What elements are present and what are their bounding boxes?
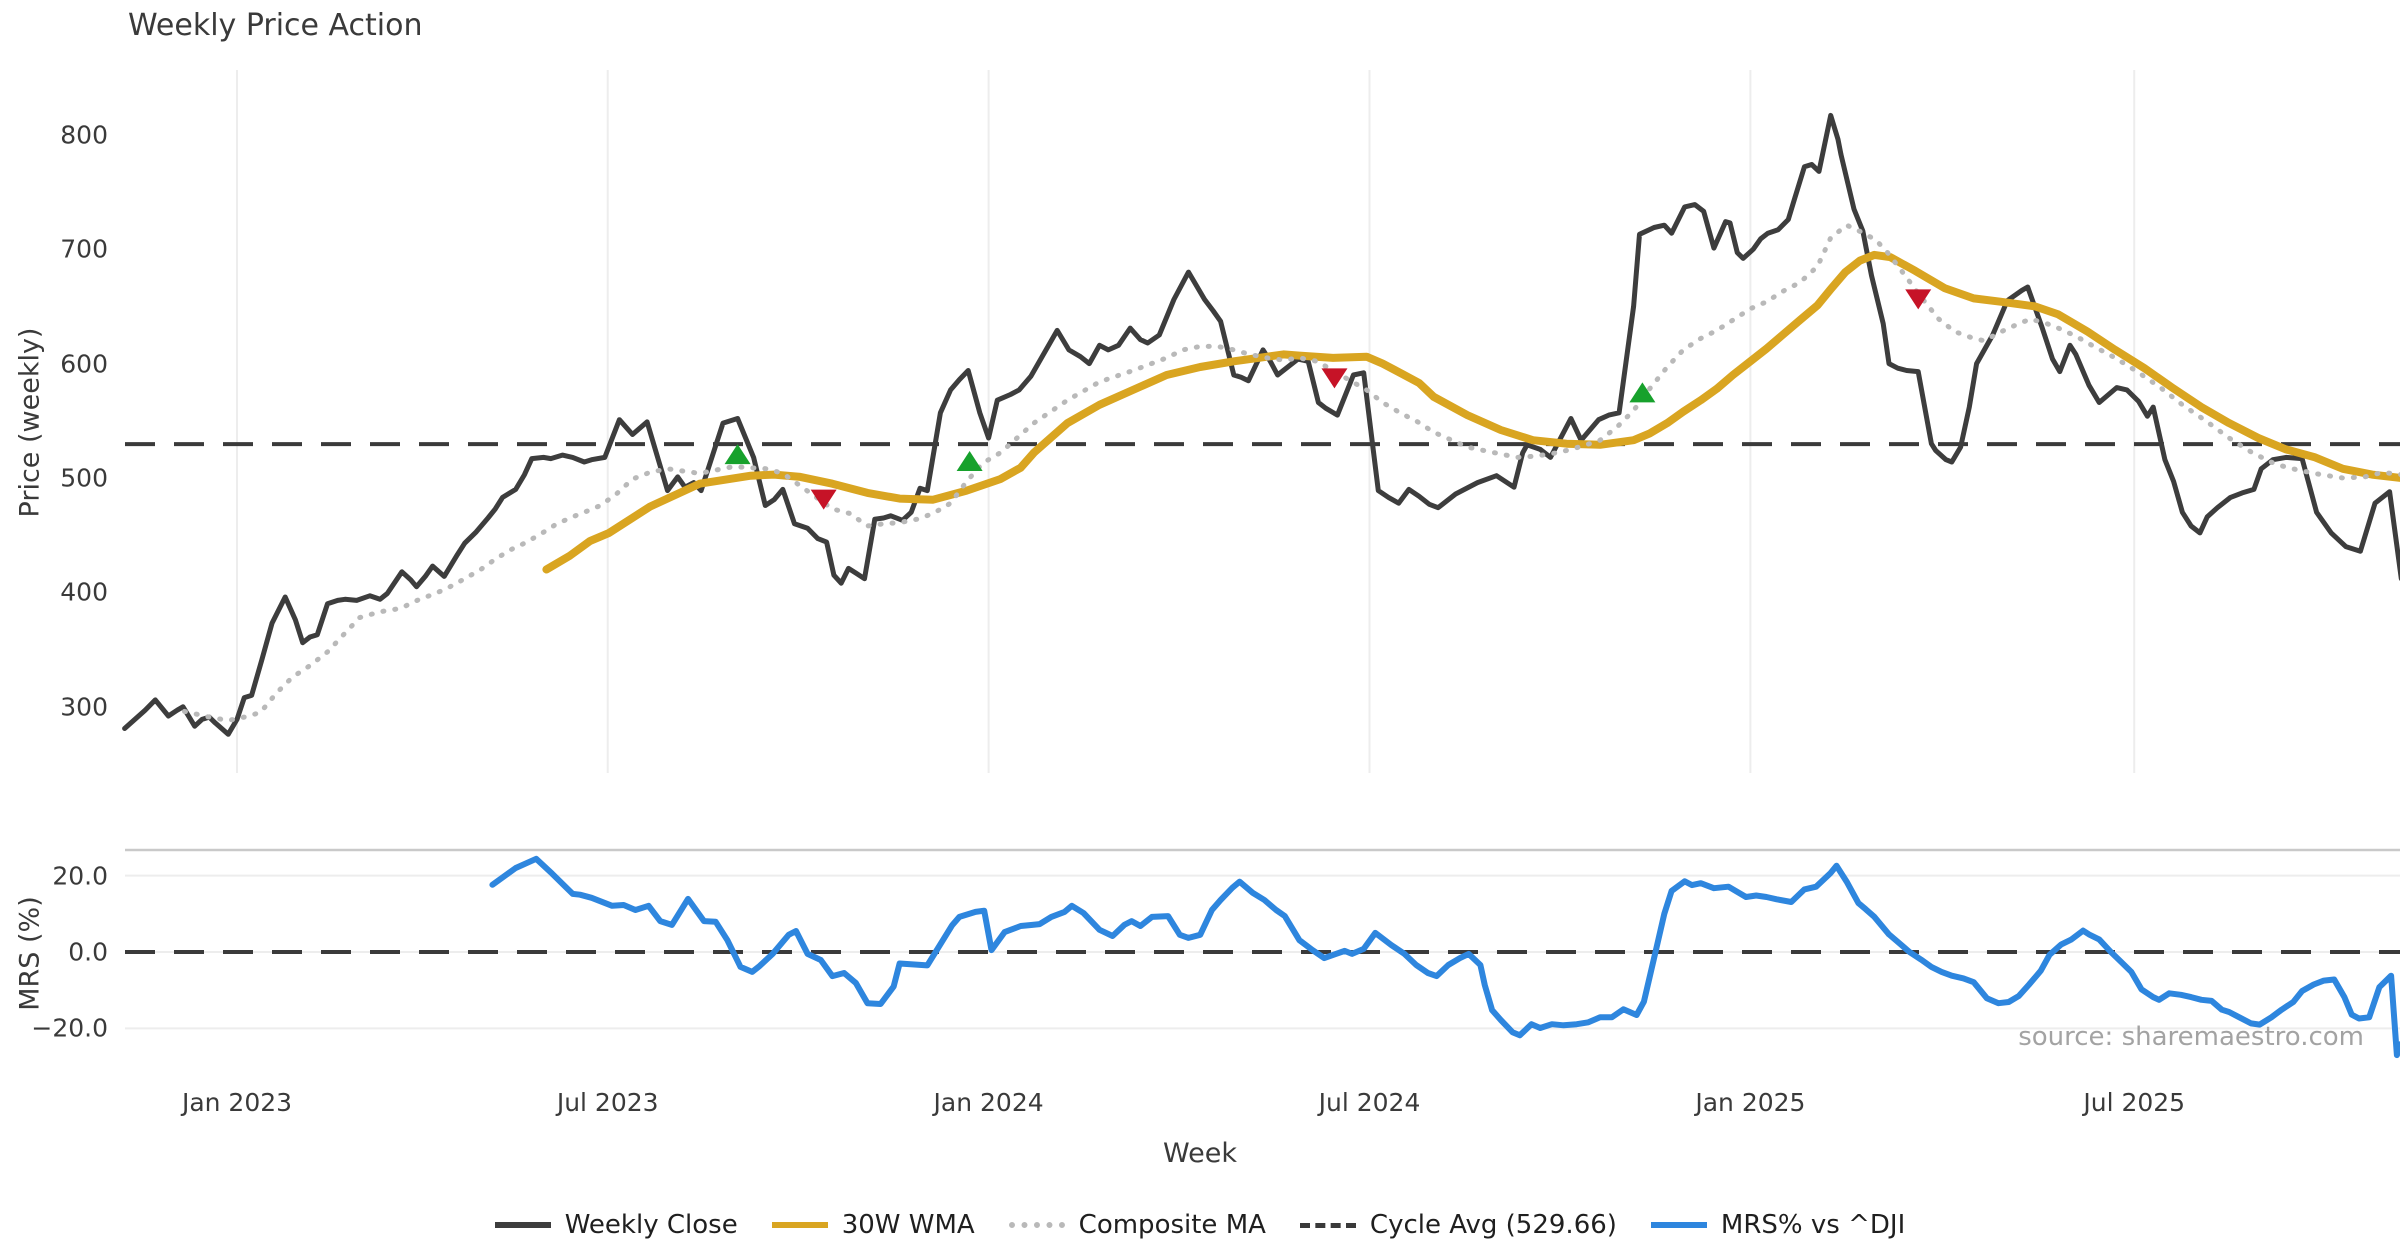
buy-marker: [724, 444, 751, 465]
buy-marker: [956, 450, 983, 471]
mrs-ytick: −20.0: [31, 1013, 108, 1043]
legend-swatch-dotted: [1008, 1222, 1065, 1228]
x-tick: Jan 2023: [181, 1088, 293, 1117]
x-tick: Jan 2025: [1695, 1088, 1806, 1117]
sell-marker: [1905, 289, 1932, 310]
legend-label: MRS% vs ^DJI: [1720, 1210, 1906, 1240]
buy-marker: [1629, 382, 1656, 403]
legend-label: Weekly Close: [564, 1210, 738, 1240]
price-ytick: 400: [60, 577, 108, 607]
legend-item: Composite MA: [1008, 1210, 1266, 1240]
legend-label: 30W WMA: [841, 1210, 975, 1240]
price-ytick: 500: [60, 463, 108, 493]
x-tick: Jul 2025: [2083, 1088, 2186, 1117]
sell-marker: [810, 489, 837, 510]
legend-item: Cycle Avg (529.66): [1299, 1210, 1617, 1240]
legend-item: 30W WMA: [771, 1210, 975, 1240]
price-ytick: 600: [60, 349, 108, 379]
chart-legend: Weekly Close 30W WMA Composite MA Cycle Avg…: [0, 1210, 2400, 1240]
x-tick: Jan 2024: [933, 1088, 1044, 1117]
page-title: Weekly Price Action: [128, 8, 423, 43]
mrs-ytick: 0.0: [68, 937, 108, 967]
legend-item: MRS% vs ^DJI: [1650, 1210, 1906, 1240]
legend-label: Cycle Avg (529.66): [1369, 1210, 1617, 1240]
price-axis-label: Price (weekly): [14, 327, 46, 518]
wma-line: [542, 250, 2400, 574]
x-tick: Jul 2024: [1318, 1088, 1421, 1117]
legend-swatch-dashed: [1299, 1222, 1356, 1228]
sell-marker: [1321, 368, 1348, 389]
price-ytick: 300: [60, 692, 108, 722]
legend-item: Weekly Close: [494, 1210, 738, 1240]
composite-ma-line: [182, 222, 2400, 723]
mrs-ytick: 20.0: [52, 861, 108, 891]
legend-label: Composite MA: [1078, 1210, 1266, 1240]
legend-swatch-solid: [494, 1222, 551, 1228]
price-ytick: 800: [60, 120, 108, 150]
source-note: source: sharemaestro.com: [2018, 1022, 2364, 1052]
mrs-line: [489, 855, 2400, 1059]
x-axis-label: Week: [1163, 1138, 1237, 1169]
price-ytick: 700: [60, 234, 108, 264]
legend-swatch-solid: [771, 1222, 828, 1228]
legend-swatch-solid: [1650, 1222, 1707, 1228]
x-tick: Jul 2023: [556, 1088, 659, 1117]
weekly-close-line: [122, 112, 2400, 737]
